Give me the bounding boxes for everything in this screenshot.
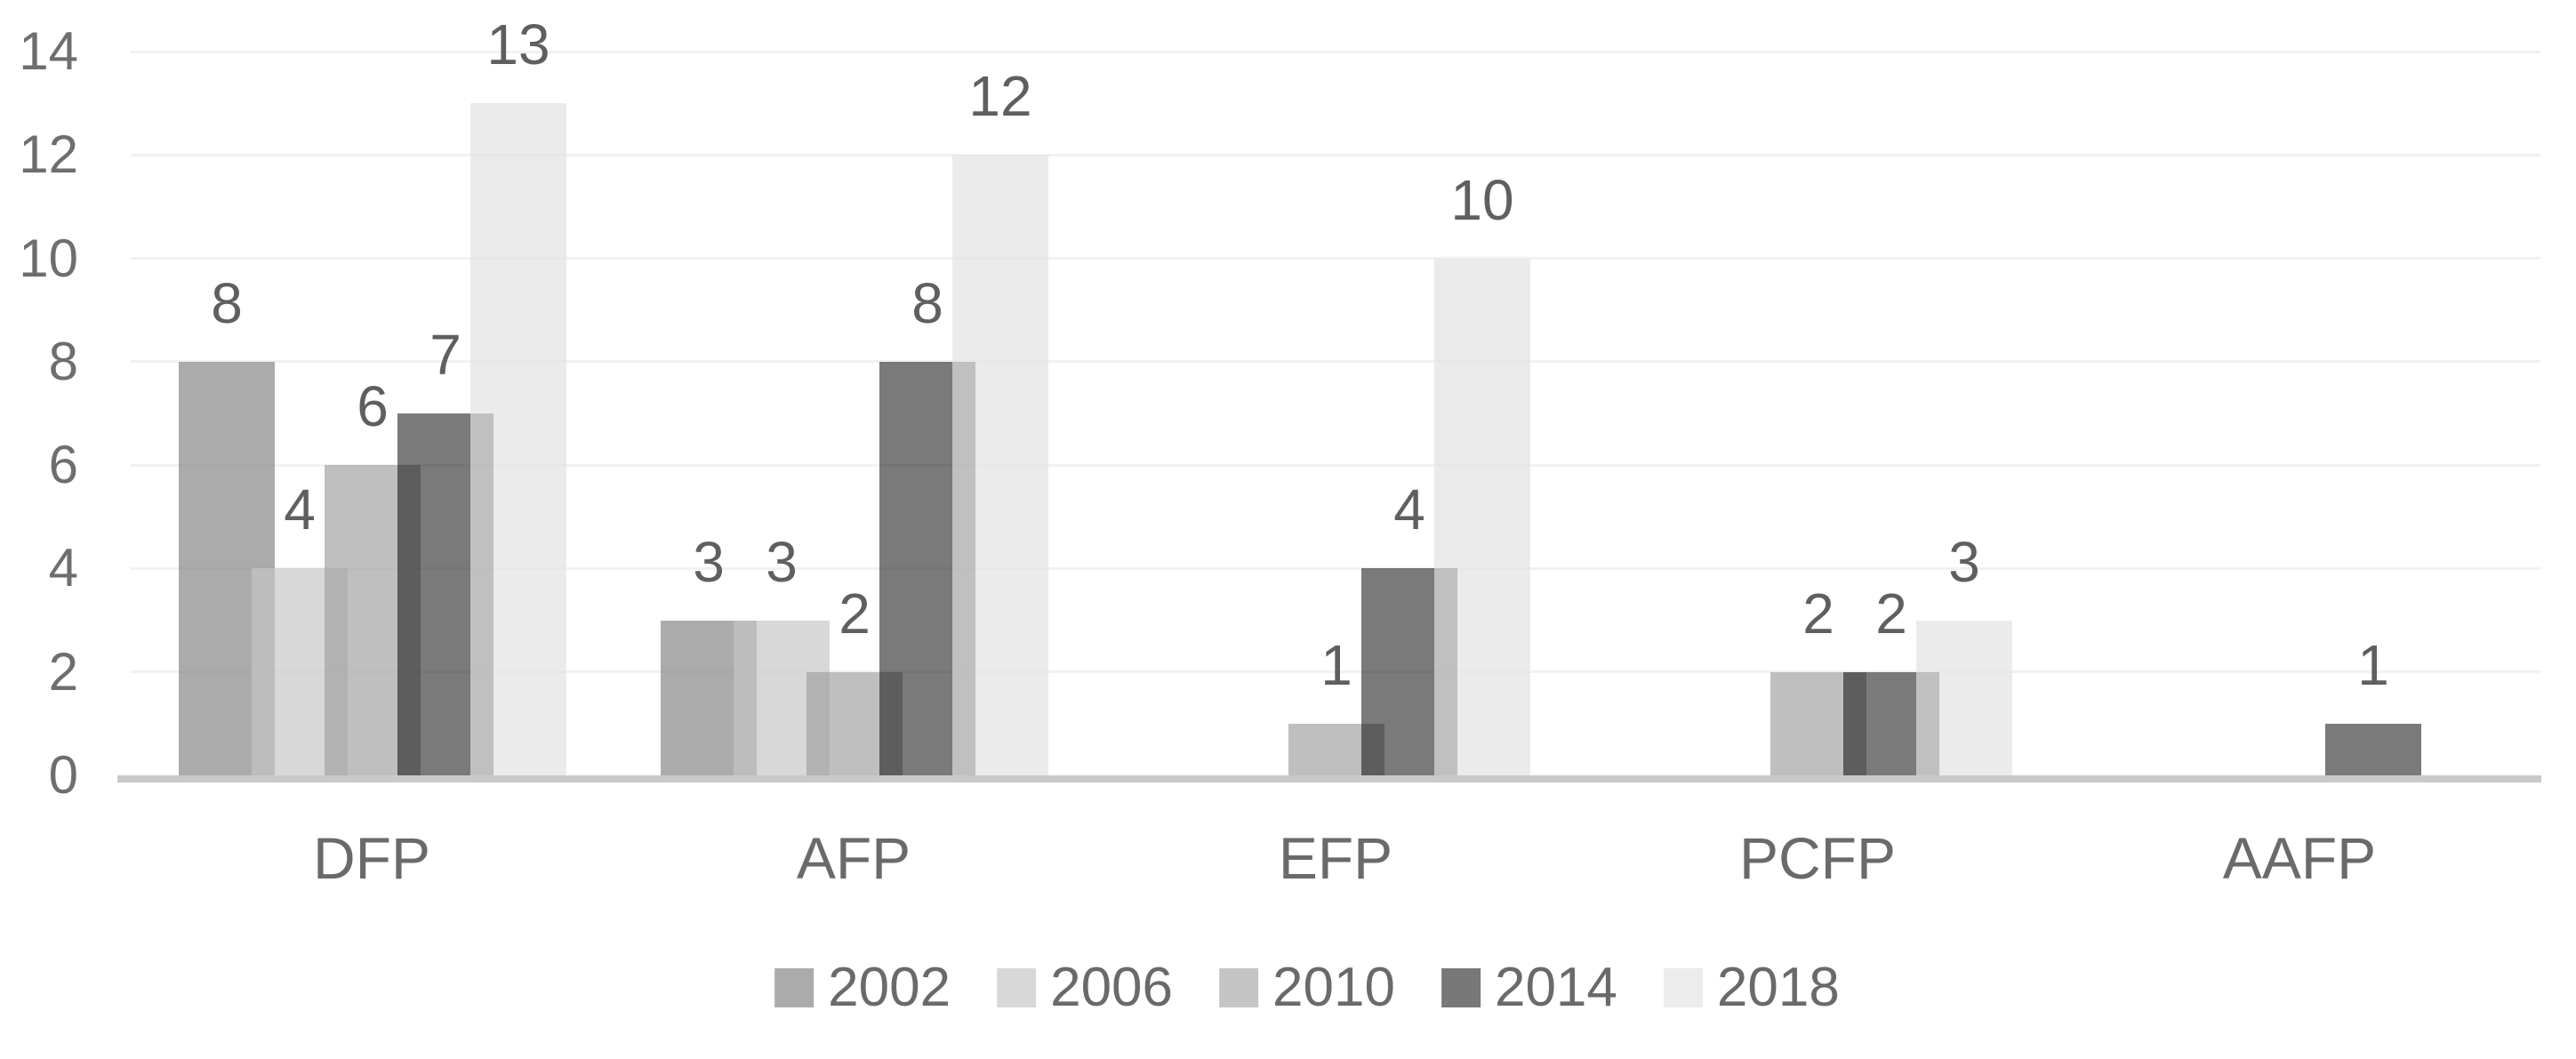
- y-axis-label-8: 8: [48, 331, 78, 391]
- x-axis-label-PCFP: PCFP: [1738, 825, 1897, 891]
- bar-2018-EFP: [1434, 258, 1530, 775]
- legend-label-2002: 2002: [828, 957, 951, 1018]
- gridline-y14: [131, 50, 2540, 53]
- gridline-y4: [131, 566, 2540, 570]
- data-label-2014-AAFP: 1: [2357, 632, 2389, 697]
- data-label-2006-AFP: 3: [766, 529, 798, 594]
- x-axis-line: [117, 775, 2541, 782]
- legend-label-2010: 2010: [1272, 957, 1395, 1018]
- legend-item-2018: 2018: [1663, 957, 1840, 1018]
- data-label-2014-AFP: 8: [911, 270, 943, 335]
- x-axis-label-DFP: DFP: [313, 825, 430, 891]
- data-label-2018-EFP: 10: [1450, 167, 1514, 232]
- gridline-y2: [131, 670, 2540, 674]
- bar-2014-AAFP: [2325, 723, 2421, 775]
- legend-swatch-2010: [1219, 968, 1259, 1007]
- legend: 2002 2006 2010 2014 2018: [774, 960, 1840, 1015]
- gridline-y8: [131, 360, 2540, 364]
- legend-item-2002: 2002: [774, 960, 951, 1015]
- data-label-2002-DFP: 8: [211, 270, 243, 335]
- data-label-2018-DFP: 13: [486, 12, 550, 77]
- x-axis-label-AAFP: AAFP: [2222, 825, 2377, 891]
- y-axis-label-0: 0: [48, 745, 78, 805]
- legend-item-2010: 2010: [1219, 960, 1395, 1015]
- data-label-2006-DFP: 4: [284, 477, 316, 542]
- legend-swatch-2014: [1440, 968, 1481, 1007]
- legend-swatch-2018: [1663, 968, 1703, 1007]
- y-axis-label-12: 12: [19, 124, 78, 185]
- legend-label-2006: 2006: [1050, 957, 1174, 1018]
- legend-swatch-2006: [997, 968, 1037, 1007]
- data-label-2014-DFP: 7: [429, 323, 461, 387]
- bar-2018-PCFP: [1916, 620, 2012, 775]
- gridline-y10: [131, 257, 2540, 261]
- legend-item-2006: 2006: [997, 960, 1173, 1015]
- data-label-2014-EFP: 4: [1393, 477, 1425, 542]
- legend-label-2014: 2014: [1494, 957, 1617, 1018]
- legend-item-2014: 2014: [1440, 957, 1617, 1018]
- legend-swatch-2002: [774, 968, 815, 1007]
- y-axis-label-14: 14: [19, 21, 78, 81]
- data-label-2014-PCFP: 2: [1875, 581, 1907, 646]
- bar-2018-DFP: [470, 103, 566, 775]
- data-label-2018-AFP: 12: [968, 64, 1032, 129]
- plot-area: 8 3 4 3 6 2 1 2 7 8 4 2 1 13 12 10 3: [131, 16, 2540, 775]
- data-label-2010-EFP: 1: [1320, 632, 1352, 697]
- y-axis-label-10: 10: [19, 228, 78, 288]
- bar-2018-AFP: [952, 155, 1048, 775]
- y-axis-label-6: 6: [48, 435, 78, 495]
- data-label-2010-AFP: 2: [839, 581, 871, 646]
- data-label-2010-DFP: 6: [357, 374, 389, 439]
- data-label-2002-AFP: 3: [693, 529, 725, 594]
- x-axis-label-EFP: EFP: [1278, 825, 1393, 891]
- legend-label-2018: 2018: [1716, 957, 1840, 1018]
- y-axis-label-2: 2: [48, 641, 78, 702]
- gridline-y6: [131, 463, 2540, 467]
- data-label-2010-PCFP: 2: [1802, 581, 1834, 646]
- y-axis-label-4: 4: [48, 538, 78, 598]
- gridline-y12: [131, 153, 2540, 156]
- data-label-2018-PCFP: 3: [1948, 529, 1980, 594]
- x-axis-label-AFP: AFP: [796, 825, 911, 891]
